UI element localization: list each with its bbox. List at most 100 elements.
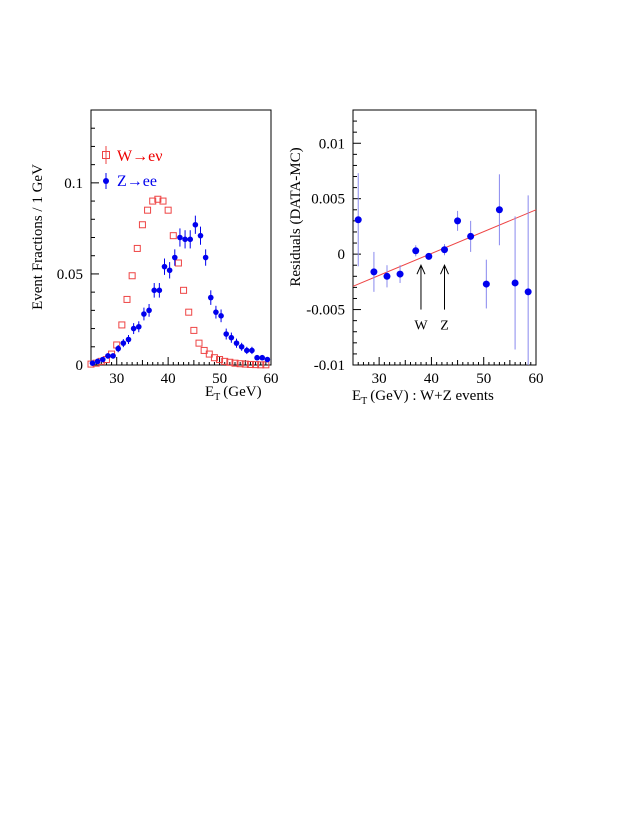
residual-data-point [370,268,378,276]
z-data-point [110,353,116,359]
z-data-point [171,254,178,261]
z-data-point [202,254,209,261]
y-tick-label: 0.1 [64,176,83,192]
z-data-point [207,294,214,301]
y-tick-label: 0.01 [319,136,345,152]
residual-data-point [441,246,448,254]
left-z-series [89,215,271,366]
w-data-point [123,295,131,303]
z-data-point [197,232,204,239]
right-axis-ticks: 30 40 50 60 -0.01 -0.005 0 0.005 0.01 [306,109,544,387]
residual-data-point [524,288,532,296]
w-data-point [138,221,146,229]
w-data-point [190,326,198,334]
right-y-axis-label: Residuals (DATA-MC) [288,147,304,286]
right-plot-frame [352,109,537,366]
y-tick-label: -0.005 [306,303,345,319]
w-data-point [257,361,265,369]
x-tick-label: 30 [372,371,387,387]
z-data-point [151,287,158,294]
z-data-point [94,358,101,365]
z-data-point [156,287,163,294]
w-data-point [195,339,203,347]
z-data-point [223,331,230,337]
w-data-point [205,350,213,358]
x-tick-label: 50 [212,371,227,387]
left-axis-ticks: 30 40 50 60 0 0.05 0.1 [57,109,279,387]
z-data-point [249,347,255,354]
z-data-point [264,356,271,363]
residual-data-point [354,216,362,224]
z-data-point [161,263,168,270]
x-tick-label: 40 [161,371,176,387]
z-data-point [259,354,266,361]
w-data-point [154,195,162,203]
z-data-point [99,356,106,363]
residual-data-point [412,247,420,255]
z-data-point [105,353,111,359]
right-x-axis-label: ET (GeV) : W+Z events [352,388,494,407]
w-data-point [118,321,126,329]
x-tick-label: 60 [264,371,279,387]
w-data-point [241,360,249,368]
residual-data-point [454,217,462,225]
z-data-point [166,267,173,274]
legend-w-label: W→eν [117,148,162,165]
residual-data-point [383,272,391,280]
annotation-label: Z [440,319,449,334]
y-tick-label: -0.01 [314,358,345,374]
w-data-point [128,272,136,280]
w-data-point [246,360,254,368]
w-data-point [252,361,260,369]
right-residual-series [354,173,532,365]
residual-data-point [467,232,475,240]
w-data-point [149,197,157,205]
left-y-axis-label: Event Fractions / 1 GeV [30,164,46,310]
z-data-point [130,325,137,332]
w-data-point [185,308,193,316]
w-data-point [159,197,167,205]
left-panel: 30 40 50 60 0 0.05 0.1 Event Fractions / 1 GeV… [30,109,279,403]
w-data-point [180,286,188,294]
z-data-point [177,234,183,241]
w-data-point [200,346,208,354]
residual-data-point [495,206,503,214]
residual-data-point [425,252,433,260]
x-tick-label: 40 [424,371,439,387]
annotation-arrow-head [416,263,426,275]
z-data-point [218,313,224,319]
z-data-point [187,236,194,243]
w-data-point [236,360,244,368]
z-data-point [146,307,152,314]
z-data-point [254,354,260,361]
legend-z-label: Z→ee [117,173,157,190]
z-data-point [125,336,132,343]
z-data-point [192,221,199,228]
w-data-point [226,358,234,366]
z-data-point [228,334,235,341]
w-data-point [210,354,218,362]
w-data-point [231,359,239,367]
w-data-point [144,206,152,214]
left-x-axis-label: ET (GeV) [205,384,262,403]
z-data-point [213,309,219,315]
y-tick-label: 0 [338,247,346,263]
w-data-point [169,232,177,240]
y-tick-label: 0.005 [311,192,345,208]
z-data-point [135,323,142,330]
z-data-point [115,345,122,352]
x-tick-label: 50 [476,371,491,387]
residual-data-point [396,270,404,278]
left-w-series [87,195,270,369]
y-tick-label: 0.05 [57,267,83,283]
x-tick-label: 60 [529,371,544,387]
residual-data-point [482,280,490,288]
z-data-point [238,343,245,350]
z-data-point [89,360,96,366]
annotation-arrow-head [440,263,449,275]
z-data-point [243,347,250,354]
w-data-point [174,259,182,267]
x-tick-label: 30 [109,371,124,387]
